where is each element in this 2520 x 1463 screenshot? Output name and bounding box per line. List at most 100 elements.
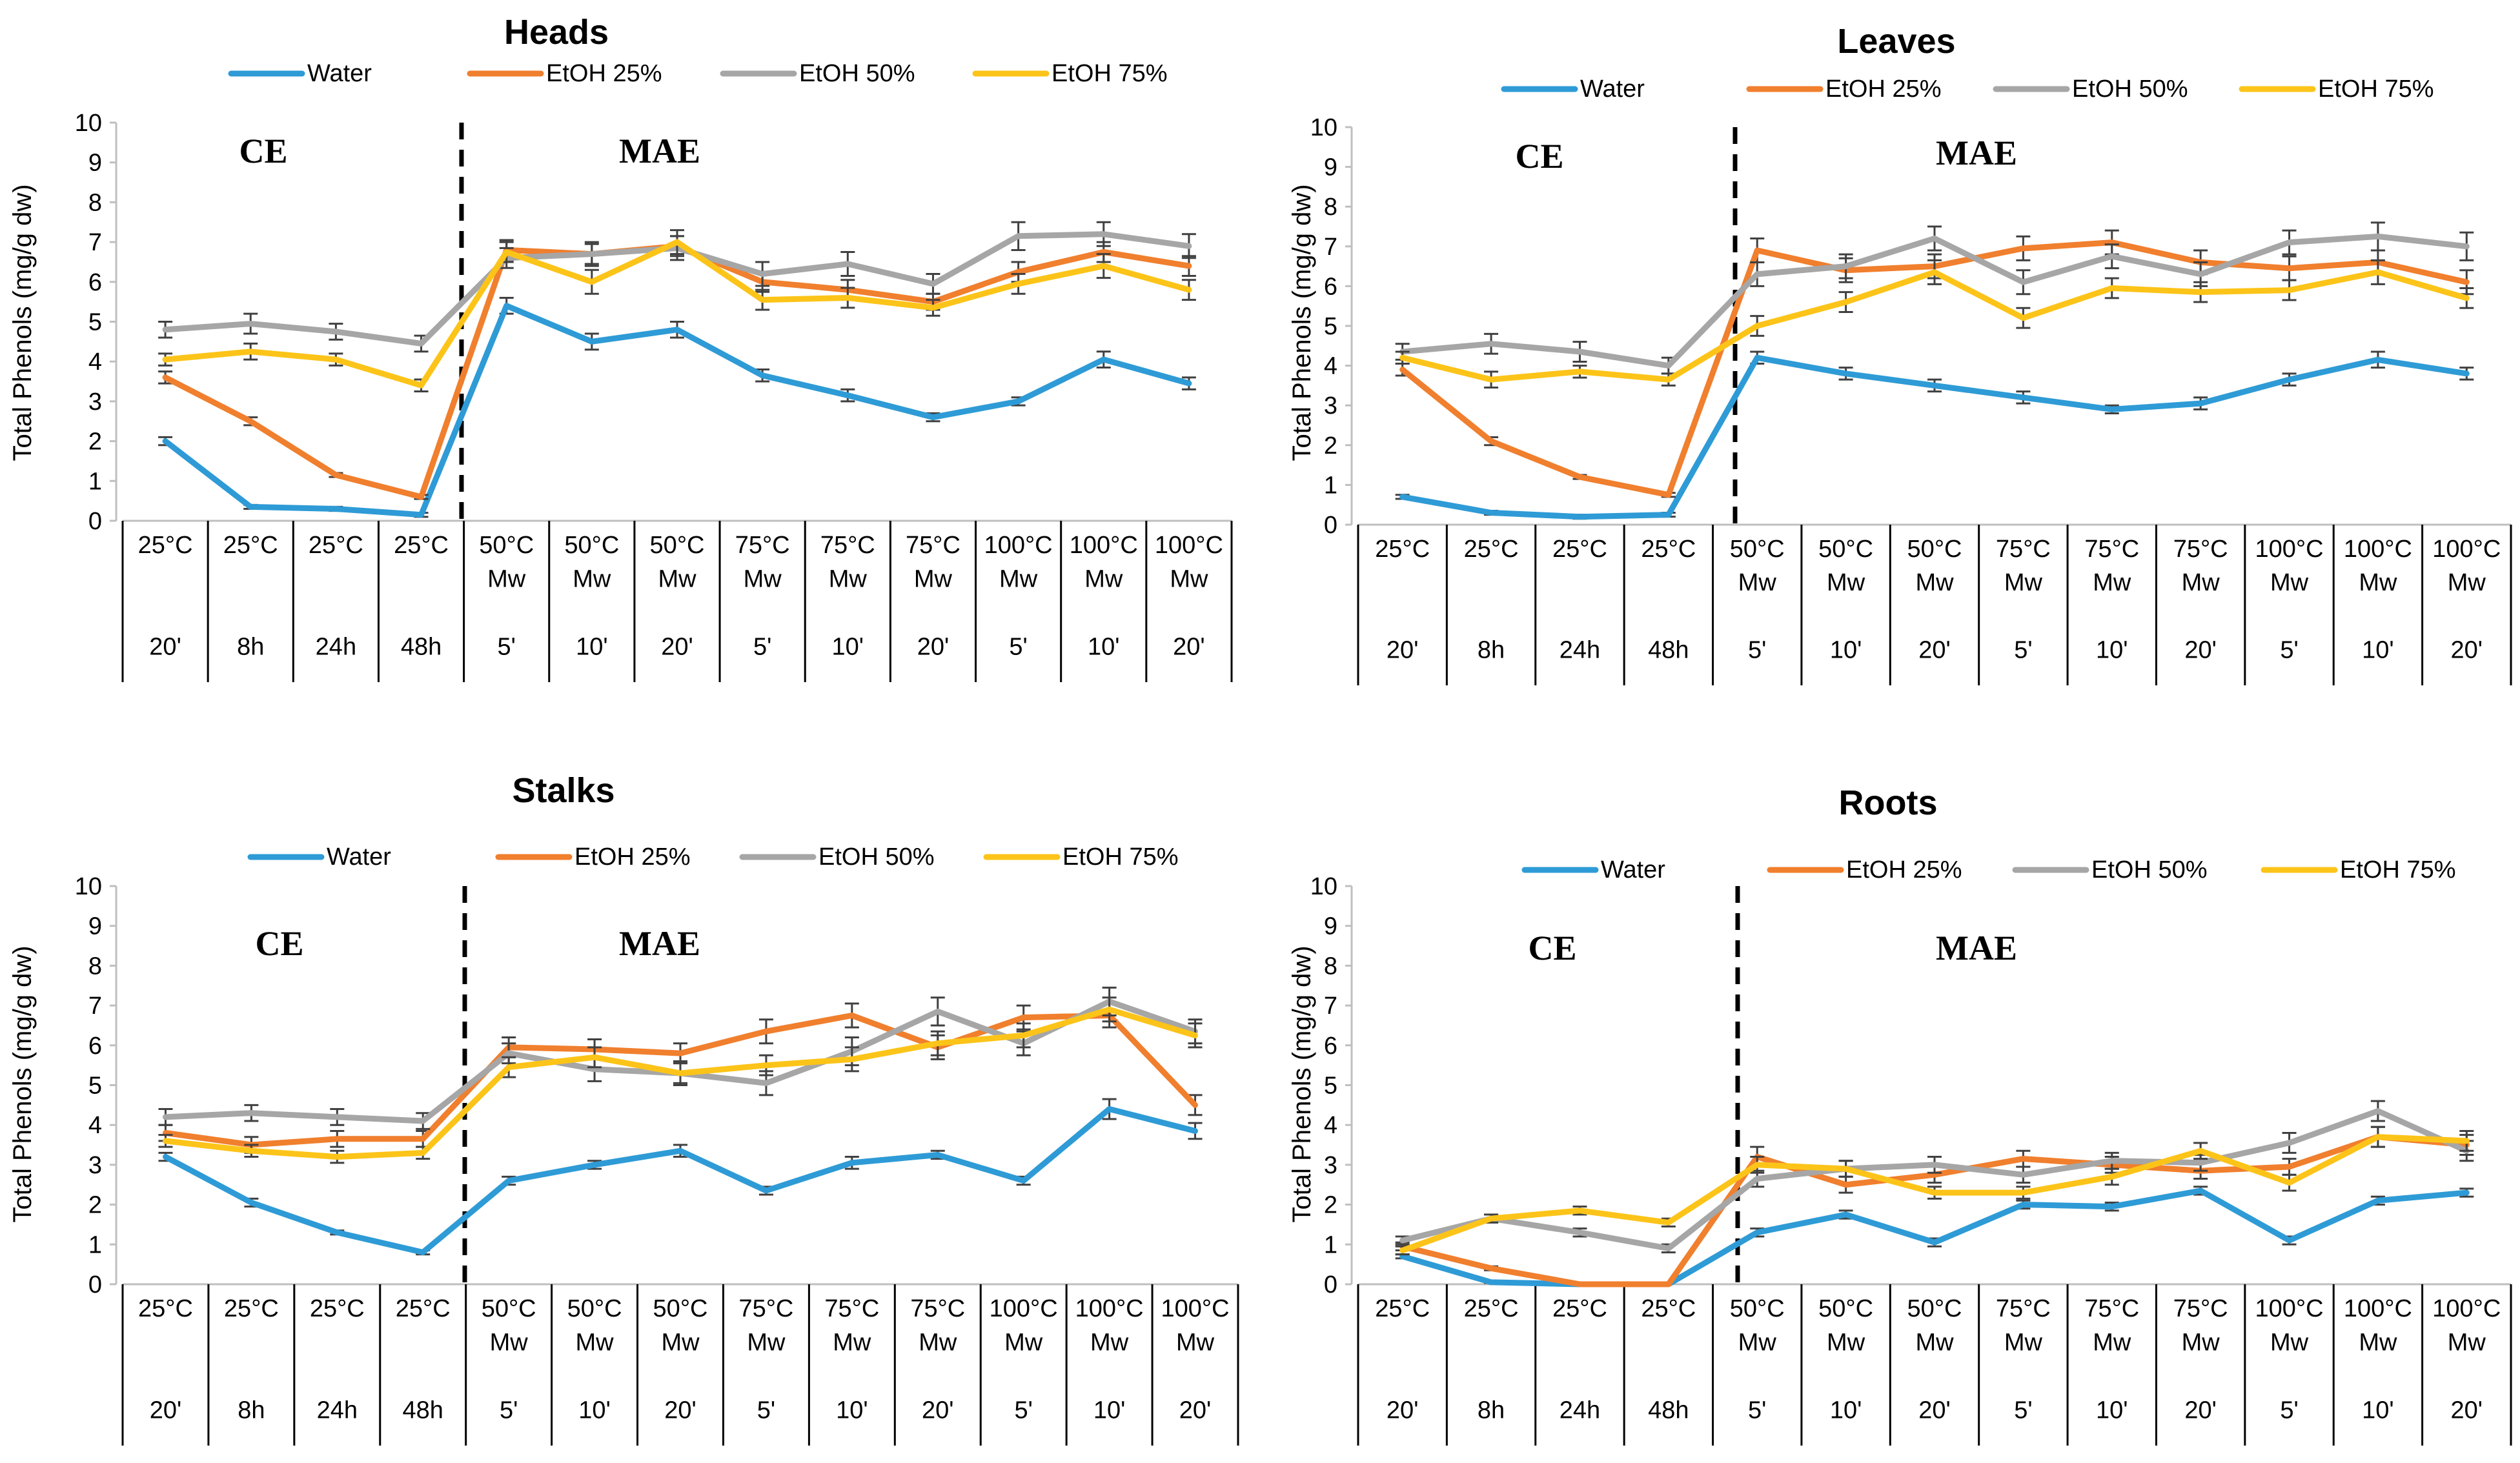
y-tick-label: 6 bbox=[1324, 273, 1337, 300]
series-0 bbox=[158, 1098, 1203, 1256]
data-point bbox=[1843, 263, 1849, 269]
category-time-label: 20' bbox=[661, 634, 693, 661]
region-label-mae: MAE bbox=[619, 132, 700, 170]
series-1 bbox=[158, 235, 1196, 500]
category-time-label: 20' bbox=[2184, 1397, 2217, 1424]
data-point bbox=[503, 249, 509, 255]
data-point bbox=[2464, 370, 2470, 376]
y-tick-label: 7 bbox=[88, 229, 102, 256]
y-tick-label: 10 bbox=[1310, 873, 1337, 900]
data-point bbox=[849, 1013, 855, 1018]
data-point bbox=[249, 1148, 254, 1154]
category-time-label: 5' bbox=[757, 1397, 775, 1424]
data-point bbox=[1577, 368, 1583, 374]
category-temp-label: 25°C bbox=[1552, 1295, 1607, 1322]
category-temp-label: 25°C bbox=[1641, 536, 1696, 563]
region-label-ce: CE bbox=[1528, 929, 1576, 967]
data-point bbox=[2020, 1202, 2026, 1207]
region-label-mae: MAE bbox=[619, 924, 700, 963]
category-time-label: 5' bbox=[497, 634, 515, 661]
category-method-label: Mw bbox=[661, 1329, 700, 1357]
region-label-mae: MAE bbox=[1936, 929, 2017, 967]
category-method-label: Mw bbox=[829, 566, 868, 593]
category-temp-label: 75°C bbox=[738, 1295, 793, 1322]
y-tick-label: 3 bbox=[88, 388, 102, 416]
category-time-label: 20' bbox=[1179, 1397, 1212, 1424]
data-point bbox=[163, 327, 168, 332]
data-point bbox=[1101, 263, 1106, 269]
category-time-label: 10' bbox=[832, 634, 864, 661]
legend-entry-3: EtOH 75% bbox=[2318, 76, 2434, 103]
y-tick-label: 0 bbox=[1324, 512, 1337, 539]
category-temp-label: 100°C bbox=[2255, 536, 2324, 563]
data-point bbox=[1577, 1282, 1583, 1287]
category-time-label: 5' bbox=[1014, 1397, 1032, 1424]
legend-entry-1: EtOH 25% bbox=[546, 60, 662, 87]
series-line bbox=[162, 243, 1192, 500]
legend-entry-2: EtOH 50% bbox=[2072, 76, 2188, 103]
chart-title: Stalks bbox=[512, 771, 615, 810]
y-tick-label: 8 bbox=[1324, 953, 1337, 980]
y-tick-label: 7 bbox=[1324, 234, 1337, 261]
category-time-label: 5' bbox=[2014, 637, 2032, 664]
category-time-label: 48h bbox=[1648, 637, 1689, 664]
category-time-label: 48h bbox=[1648, 1397, 1689, 1424]
category-time-label: 10' bbox=[2362, 1397, 2394, 1424]
category-time-label: 10' bbox=[1830, 637, 1862, 664]
data-point bbox=[2198, 1160, 2204, 1165]
category-time-label: 8h bbox=[1478, 637, 1505, 664]
legend-entry-1: EtOH 25% bbox=[574, 843, 691, 871]
category-temp-label: 50°C bbox=[564, 532, 619, 559]
category-time-label: 10' bbox=[578, 1397, 611, 1424]
category-time-label: 24h bbox=[1560, 1397, 1600, 1424]
data-point bbox=[1186, 381, 1192, 387]
data-point bbox=[420, 1118, 426, 1124]
category-time-label: 10' bbox=[2362, 637, 2394, 664]
category-method-label: Mw bbox=[1827, 1329, 1865, 1357]
data-point bbox=[2198, 289, 2204, 295]
category-temp-label: 25°C bbox=[309, 532, 363, 559]
data-point bbox=[2109, 1174, 2115, 1180]
data-point bbox=[1665, 363, 1671, 368]
data-point bbox=[1577, 1229, 1583, 1235]
y-tick-label: 2 bbox=[88, 1192, 102, 1219]
data-point bbox=[678, 1051, 683, 1056]
y-tick-label: 4 bbox=[1324, 353, 1337, 380]
legend-entry-0: Water bbox=[1601, 856, 1665, 883]
data-point bbox=[589, 279, 594, 285]
category-method-label: Mw bbox=[487, 566, 526, 593]
data-point bbox=[2020, 394, 2026, 400]
data-point bbox=[2375, 269, 2381, 275]
category-temp-label: 50°C bbox=[1730, 536, 1785, 563]
data-point bbox=[506, 1051, 512, 1056]
category-temp-label: 100°C bbox=[1161, 1295, 1230, 1322]
region-label-ce: CE bbox=[239, 132, 287, 170]
category-method-label: Mw bbox=[914, 566, 953, 593]
data-point bbox=[2198, 271, 2204, 277]
y-tick-label: 9 bbox=[1324, 154, 1337, 181]
data-point bbox=[420, 1150, 426, 1156]
category-temp-label: 50°C bbox=[1730, 1295, 1785, 1322]
data-point bbox=[1843, 1166, 1849, 1172]
category-temp-label: 100°C bbox=[990, 1295, 1058, 1322]
data-point bbox=[163, 374, 168, 380]
category-method-label: Mw bbox=[2359, 1329, 2397, 1357]
category-method-label: Mw bbox=[1004, 1329, 1043, 1357]
y-tick-label: 4 bbox=[88, 348, 102, 376]
category-temp-label: 100°C bbox=[2344, 536, 2412, 563]
legend-entry-1: EtOH 25% bbox=[1846, 856, 1962, 883]
category-temp-label: 75°C bbox=[824, 1295, 879, 1322]
category-temp-label: 75°C bbox=[2173, 1295, 2228, 1322]
data-point bbox=[506, 1064, 512, 1070]
category-time-label: 5' bbox=[2280, 637, 2298, 664]
data-point bbox=[1932, 383, 1937, 388]
region-label-mae: MAE bbox=[1936, 134, 2017, 172]
category-temp-label: 75°C bbox=[910, 1295, 965, 1322]
region-label-ce: CE bbox=[1515, 137, 1563, 176]
data-point bbox=[930, 281, 936, 287]
y-tick-label: 0 bbox=[88, 508, 102, 535]
data-point bbox=[1577, 1207, 1583, 1213]
category-temp-label: 50°C bbox=[650, 532, 705, 559]
series-line bbox=[163, 1106, 1198, 1256]
data-point bbox=[1754, 1176, 1760, 1182]
